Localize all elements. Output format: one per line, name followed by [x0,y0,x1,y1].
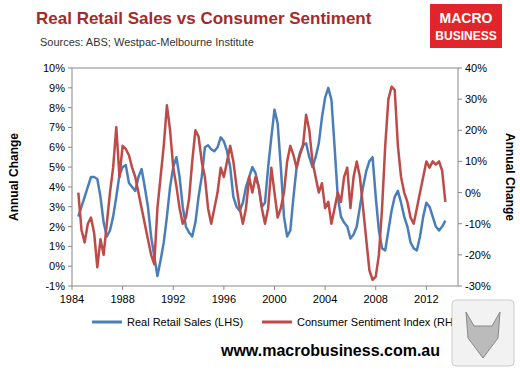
y2-tick-label: -10% [465,218,491,230]
x-tick [72,286,73,290]
y2-tick [458,286,462,287]
y-axis-title: Annual Change [7,133,21,221]
logo-box [430,4,502,48]
x-tick-label: 2008 [363,293,387,305]
series-group [78,87,445,280]
x-tick [122,286,123,290]
y-tick [68,186,72,187]
y-tick-label: 4% [49,181,65,193]
x-tick [173,286,174,290]
y2-tick-label: 20% [465,124,487,136]
y-tick [68,167,72,168]
y2-tick-label: 30% [465,93,487,105]
x-tick [375,286,376,290]
x-tick [426,286,427,290]
emblem-box [452,300,514,366]
y-tick [68,147,72,148]
y-tick [68,127,72,128]
x-tick-label: 1988 [110,293,134,305]
y2-tick [458,130,462,131]
logo-text: MACRO [440,10,493,26]
y-tick-label: -1% [45,280,65,292]
title: Real Retail Sales vs Consumer Sentiment [36,9,372,28]
y-tick [68,246,72,247]
y-tick-label: 1% [49,240,65,252]
x-tick [325,286,326,290]
y-tick-label: 7% [49,121,65,133]
x-tick [274,286,275,290]
y2-axis-title: Annual Change [503,133,517,221]
background [0,0,520,373]
y-tick-label: 8% [49,102,65,114]
footer-url: www.macrobusiness.com.au [220,342,440,359]
y-tick-label: 5% [49,161,65,173]
y-tick-label: 0% [49,260,65,272]
x-tick-label: 2000 [262,293,286,305]
legend-swatch [92,321,122,324]
y2-tick [458,192,462,193]
emblem-shape [466,312,500,358]
y-tick-label: 2% [49,221,65,233]
y-tick [68,107,72,108]
x-tick-label: 2004 [313,293,337,305]
y-tick-label: 6% [49,141,65,153]
y2-tick [458,161,462,162]
legend-label: Real Retail Sales (LHS) [127,316,243,328]
series-line [78,88,445,276]
legend-swatch [262,321,292,324]
y-tick-label: 9% [49,82,65,94]
y2-tick [458,99,462,100]
y2-tick-label: -20% [465,249,491,261]
x-tick [223,286,224,290]
plot-frame [72,68,458,286]
logo-emblem [452,300,514,366]
y2-tick-label: -30% [465,280,491,292]
x-tick-label: 1992 [161,293,185,305]
x-tick-label: 1984 [60,293,84,305]
y-tick [68,87,72,88]
y2-tick [458,254,462,255]
subtitle: Sources: ABS; Westpac-Melbourne Institut… [40,36,254,48]
y-tick [68,226,72,227]
y-tick [68,286,72,287]
x-tick-label: 2012 [414,293,438,305]
y2-tick-label: 0% [465,187,481,199]
series-line [78,87,445,280]
y-tick [68,68,72,69]
chart: Real Retail Sales vs Consumer Sentiment S… [0,0,520,373]
y2-tick-label: 10% [465,155,487,167]
y-tick-label: 10% [43,62,65,74]
y-tick [68,206,72,207]
logo-text: BUSINESS [435,29,496,43]
x-tick-label: 1996 [212,293,236,305]
y-tick-label: 3% [49,201,65,213]
y2-tick-label: 40% [465,62,487,74]
legend-label: Consumer Sentiment Index (RHS) [297,316,464,328]
y2-tick [458,68,462,69]
y2-tick [458,223,462,224]
y-tick [68,266,72,267]
